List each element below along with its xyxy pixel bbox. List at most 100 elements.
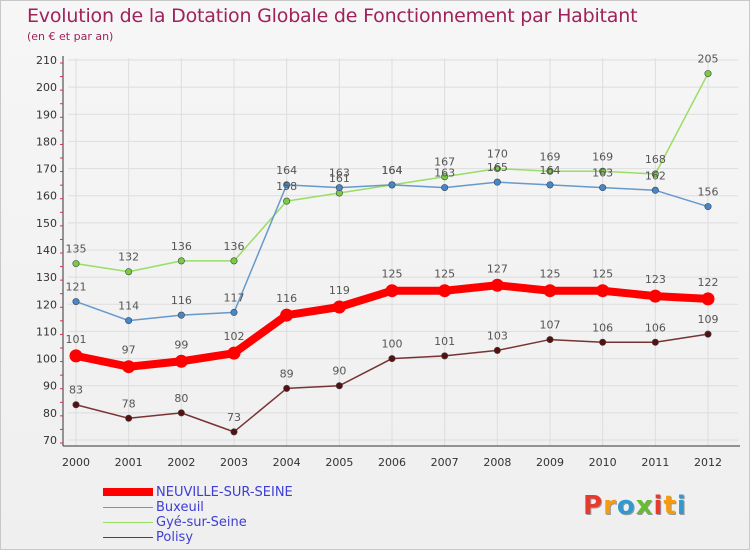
legend-item-gye: Gyé-sur-Seine (103, 515, 343, 530)
data-label: 167 (434, 156, 455, 169)
data-label: 125 (540, 268, 561, 281)
x-tick-label: 2010 (589, 456, 617, 469)
y-tick-label: 210 (36, 54, 57, 67)
data-label: 169 (540, 150, 561, 163)
data-point (546, 167, 554, 175)
data-point (174, 354, 188, 368)
data-point (122, 360, 136, 374)
data-point (385, 284, 399, 298)
data-label: 161 (329, 172, 350, 185)
data-point (125, 268, 133, 276)
y-tick-label: 160 (36, 190, 57, 203)
data-point (388, 355, 396, 363)
data-label: 164 (276, 164, 297, 177)
data-point (283, 181, 291, 189)
data-label: 125 (434, 268, 455, 281)
data-label: 163 (592, 167, 613, 180)
logo-letter: r (603, 491, 617, 521)
data-point (596, 284, 610, 298)
x-tick-label: 2004 (273, 456, 301, 469)
y-tick-label: 70 (43, 434, 57, 447)
data-label: 107 (540, 319, 561, 332)
data-point (441, 352, 449, 360)
data-label: 103 (487, 329, 508, 342)
data-label: 106 (645, 321, 666, 334)
data-point (543, 284, 557, 298)
data-point (283, 384, 291, 392)
data-label: 163 (434, 167, 455, 180)
y-tick-label: 90 (43, 380, 57, 393)
data-label: 102 (224, 330, 245, 343)
data-label: 170 (487, 148, 508, 161)
data-label: 164 (382, 164, 403, 177)
x-tick-label: 2006 (378, 456, 406, 469)
data-point (704, 70, 712, 78)
data-label: 97 (122, 344, 136, 357)
data-label: 90 (332, 365, 346, 378)
legend-swatch-buxeuil (103, 507, 153, 508)
y-tick-label: 200 (36, 81, 57, 94)
data-label: 101 (66, 333, 87, 346)
logo-letter: P (583, 491, 604, 521)
data-label: 164 (540, 164, 561, 177)
y-tick-label: 180 (36, 135, 57, 148)
legend-label-gye: Gyé-sur-Seine (156, 515, 247, 530)
y-tick-label: 190 (36, 108, 57, 121)
y-tick-label: 130 (36, 271, 57, 284)
grid (68, 58, 738, 446)
data-point (599, 167, 607, 175)
data-point (388, 181, 396, 189)
data-label: 121 (66, 281, 87, 294)
x-tick-label: 2005 (325, 456, 353, 469)
data-point (177, 257, 185, 265)
data-point (177, 311, 185, 319)
legend-item-polisy: Polisy (103, 530, 343, 545)
data-point (280, 308, 294, 322)
logo-letter: o (616, 491, 636, 521)
data-point (651, 170, 659, 178)
y-tick-label: 170 (36, 163, 57, 176)
data-label: 109 (698, 313, 719, 326)
data-point (335, 184, 343, 192)
data-label: 114 (118, 300, 139, 313)
logo-letter: x (635, 491, 654, 521)
data-label: 164 (382, 164, 403, 177)
x-tick-label: 2007 (431, 456, 459, 469)
data-label: 80 (174, 392, 188, 405)
data-point (332, 300, 346, 314)
data-label: 165 (487, 161, 508, 174)
data-point (599, 184, 607, 192)
legend-swatch-neuville (103, 488, 153, 496)
x-tick-label: 2012 (694, 456, 722, 469)
data-labels: 135 132 136 136 158 161 164 167 170 169 169 168 205 1… (66, 53, 719, 424)
data-label: 116 (171, 294, 192, 307)
legend: NEUVILLE-SUR-SEINE Buxeuil Gyé-sur-Seine… (103, 485, 343, 545)
y-tick-label: 140 (36, 244, 57, 257)
data-label: 135 (66, 243, 87, 256)
data-point (651, 338, 659, 346)
data-label: 101 (434, 335, 455, 348)
axes: 7080901001101201301401501601701801902002… (36, 54, 740, 469)
data-point (599, 338, 607, 346)
data-label: 119 (329, 284, 350, 297)
data-point (441, 184, 449, 192)
x-tick-label: 2008 (483, 456, 511, 469)
logo-letter: t (663, 491, 677, 521)
data-label: 106 (592, 321, 613, 334)
data-point (230, 428, 238, 436)
x-tick-label: 2000 (62, 456, 90, 469)
data-label: 122 (698, 276, 719, 289)
data-point (335, 382, 343, 390)
data-point (177, 409, 185, 417)
data-label: 158 (276, 180, 297, 193)
data-label: 162 (645, 169, 666, 182)
chart-title: Evolution de la Dotation Globale de Fonc… (27, 5, 638, 27)
y-tick-label: 120 (36, 298, 57, 311)
data-point (125, 414, 133, 422)
data-point (283, 197, 291, 205)
data-point (546, 181, 554, 189)
series (69, 70, 715, 436)
data-label: 100 (382, 338, 403, 351)
data-label: 73 (227, 411, 241, 424)
